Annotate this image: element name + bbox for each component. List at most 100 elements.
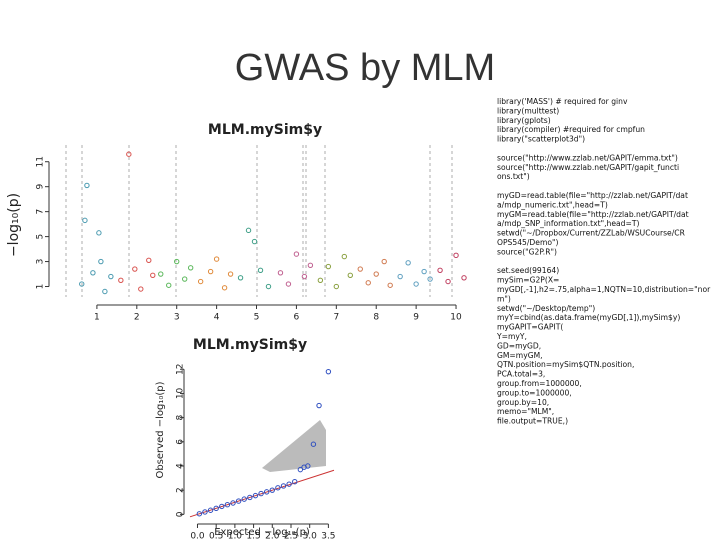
code-line: group.from=1000000, <box>497 379 582 388</box>
point <box>297 466 304 473</box>
point <box>280 483 287 489</box>
point <box>150 272 156 278</box>
point <box>84 182 90 189</box>
point <box>174 258 180 265</box>
point <box>293 251 300 257</box>
point <box>146 257 152 264</box>
x-tick-label: 7 <box>333 313 339 323</box>
point <box>263 489 270 495</box>
code-line: setwd("~/Desktop/temp") <box>497 304 595 313</box>
point <box>292 479 298 485</box>
code-line: library(gplots) <box>497 116 551 125</box>
slide-title: GWAS by MLM <box>235 47 495 89</box>
x-tick-label: 8 <box>373 313 379 323</box>
point <box>305 463 311 469</box>
point <box>79 281 85 287</box>
chart-title: MLM.mySim$y <box>193 337 307 353</box>
point <box>445 278 451 285</box>
code-line: group.to=1000000, <box>497 388 572 397</box>
point <box>373 271 379 277</box>
y-tick-label: 2 <box>176 487 186 493</box>
y-tick-label: 8 <box>176 414 186 420</box>
point <box>258 490 264 497</box>
point <box>166 282 172 288</box>
point <box>437 267 443 273</box>
point <box>325 263 332 270</box>
code-line: myGD=read.table(file="http://zzlab.net/G… <box>497 191 688 200</box>
qtn-lines <box>65 145 453 297</box>
y-tick-label: 7 <box>36 209 46 215</box>
x-tick-label: 9 <box>413 313 419 323</box>
point <box>310 441 317 447</box>
point <box>102 288 108 295</box>
x-tick-label: 0.5 <box>209 532 223 540</box>
code-line: OPS545/Demo") <box>497 238 558 247</box>
y-tick-label: 10 <box>176 387 186 399</box>
code-line: m") <box>497 294 511 303</box>
point <box>316 402 322 409</box>
point <box>427 276 433 282</box>
point <box>230 500 236 506</box>
code-line: a/mdp_numeric.txt",head=T) <box>497 200 608 209</box>
y-tick-label: 5 <box>36 234 46 240</box>
point <box>213 505 219 512</box>
point <box>357 266 363 272</box>
point <box>138 286 144 292</box>
x-tick-label: 3.0 <box>303 532 318 540</box>
point <box>265 283 272 290</box>
code-line: file.output=TRUE,) <box>497 417 568 426</box>
code-line: a/mdp_SNP_information.txt",head=T) <box>497 219 639 228</box>
confidence-band <box>262 420 326 472</box>
code-line: setwd("~/Dropbox/Current/ZZLab/WSUCourse… <box>497 229 686 238</box>
point <box>90 270 96 276</box>
point <box>325 368 332 375</box>
y-tick-label: 12 <box>176 364 186 375</box>
point <box>269 487 275 493</box>
point <box>108 273 114 280</box>
point <box>421 268 427 275</box>
point <box>347 272 353 278</box>
code-line: myY=cbind(as.data.frame(myGD[,1]),mySim$… <box>497 313 680 322</box>
code-line: library(compiler) #required for cmpfun <box>497 125 645 134</box>
point <box>213 256 220 262</box>
point <box>365 280 371 286</box>
code-line: source("http://www.zzlab.net/GAPIT/emma.… <box>497 153 678 162</box>
point <box>227 271 234 277</box>
point <box>202 509 208 515</box>
x-tick-label: 2.0 <box>265 532 280 540</box>
point <box>237 275 244 281</box>
code-line: myGM=read.table(file="http://zzlab.net/G… <box>497 210 689 219</box>
point <box>252 492 259 499</box>
point <box>275 485 281 491</box>
code-line: library('MASS') # required for ginv <box>497 97 628 106</box>
code-line: library("scatterplot3d") <box>497 135 585 144</box>
code-line: QTN.position=mySim$QTN.position, <box>497 360 634 369</box>
point <box>132 266 138 272</box>
code-line: Y=myY, <box>496 332 527 341</box>
point <box>341 253 348 260</box>
x-tick-label: 10 <box>450 313 462 323</box>
point <box>381 258 387 265</box>
y-tick-label: 0 <box>176 511 186 517</box>
point <box>387 282 393 288</box>
y-tick-label: 1 <box>36 284 46 290</box>
point <box>286 481 292 487</box>
point <box>82 217 88 224</box>
point <box>307 262 314 269</box>
point <box>196 511 203 517</box>
point <box>96 230 102 236</box>
point <box>118 277 124 283</box>
point <box>301 273 308 280</box>
y-tick-label: 6 <box>176 439 186 445</box>
code-line: set.seed(99164) <box>497 266 559 275</box>
x-tick-label: 5 <box>254 313 260 323</box>
y-axis-label: Observed −log₁₀(p) <box>155 381 166 478</box>
point <box>453 252 459 259</box>
code-line: source("G2P.R") <box>497 247 557 256</box>
point <box>247 494 253 501</box>
point <box>158 271 164 277</box>
point <box>241 496 247 502</box>
x-axis-label: Expected −log₁₀(p) <box>214 527 310 538</box>
